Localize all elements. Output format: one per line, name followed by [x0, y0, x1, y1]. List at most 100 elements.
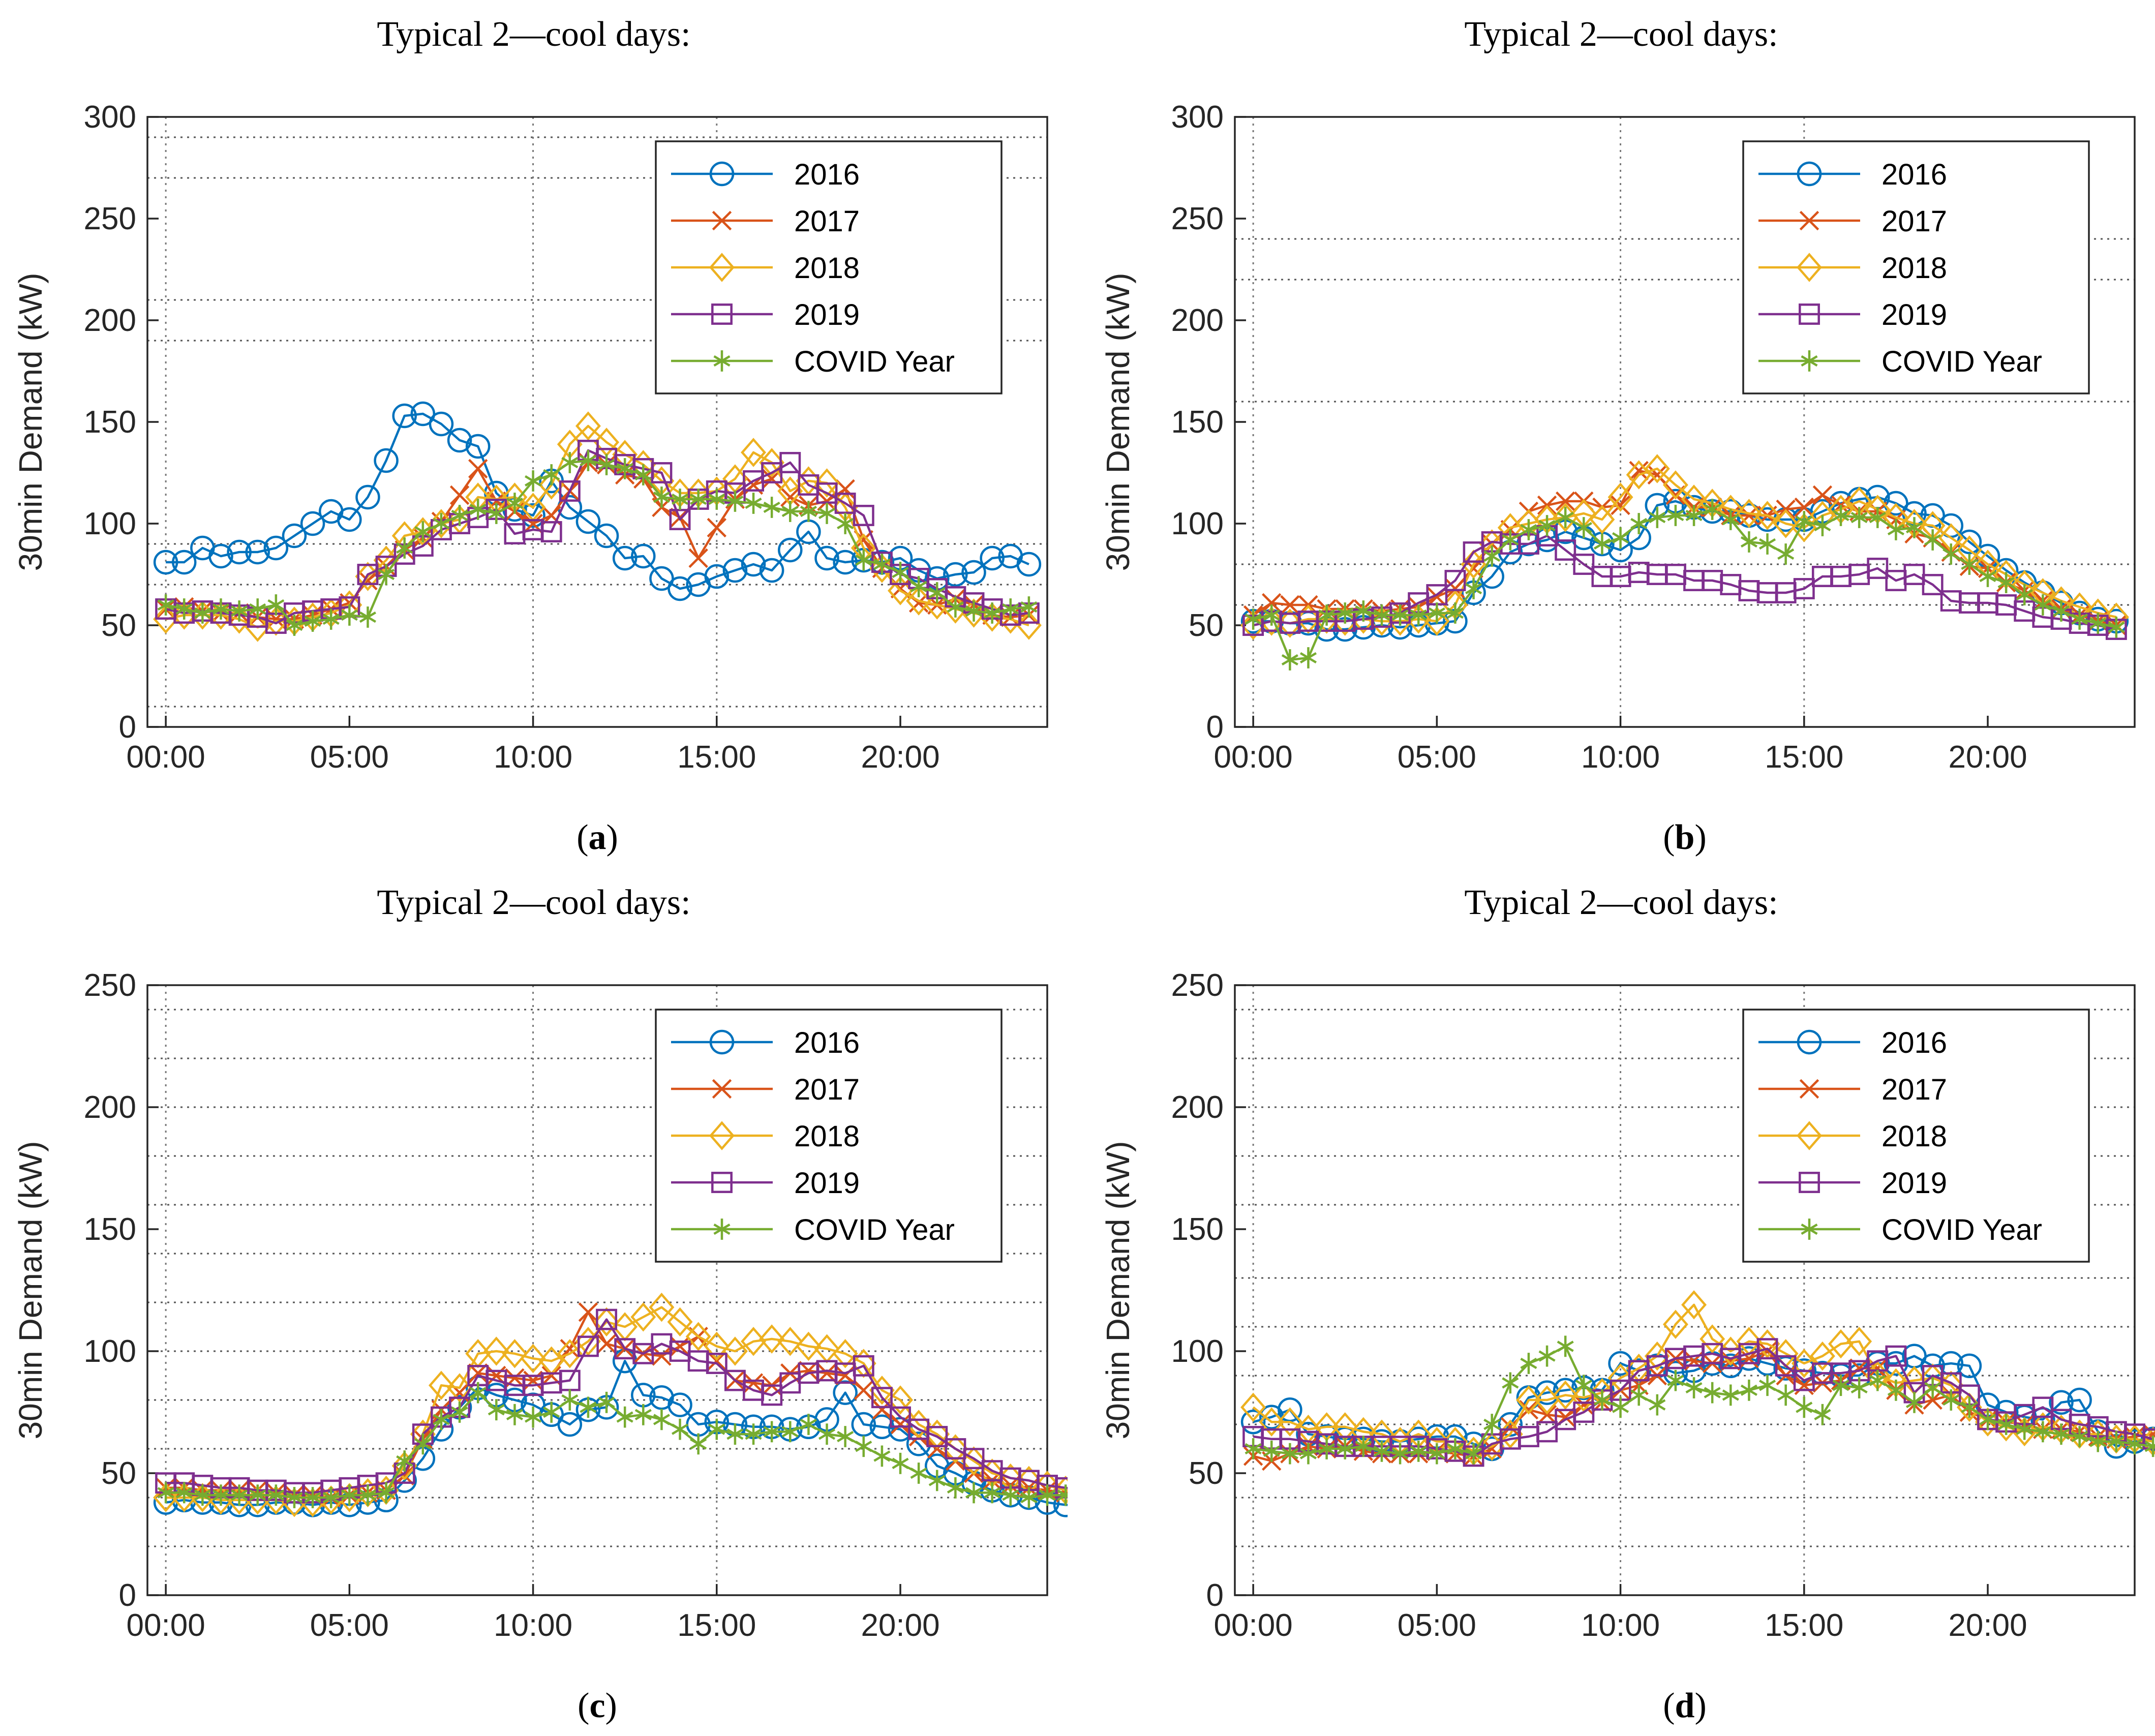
panel-d: Typical 2—cool days: 0 50 100 150 200 250 00:00… — [1087, 868, 2155, 1736]
y-tick-label: 50 — [101, 608, 136, 643]
data-point — [929, 1470, 945, 1491]
y-tick-label: 100 — [1171, 506, 1224, 541]
panel-letter: b — [1675, 818, 1695, 857]
data-point — [764, 497, 780, 518]
legend-label: 2019 — [794, 1167, 860, 1200]
legend-label: 2019 — [794, 298, 860, 331]
legend-label: COVID Year — [794, 1213, 955, 1246]
legend-label: 2016 — [1881, 158, 1947, 191]
x-tick-label: 15:00 — [677, 1608, 756, 1643]
y-tick-label: 200 — [84, 303, 136, 338]
data-point — [654, 1409, 670, 1430]
panel-label: (b) — [1663, 818, 1707, 857]
data-point — [672, 1419, 688, 1440]
x-tick-label: 05:00 — [1398, 1608, 1476, 1643]
data-point — [450, 486, 468, 504]
x-tick-label: 00:00 — [127, 1608, 205, 1643]
data-point — [489, 1399, 504, 1420]
series-2019 — [1243, 526, 2126, 638]
legend: 2016 2017 2018 2019 COVID Year — [1743, 1010, 2089, 1262]
x-tick-label: 05:00 — [310, 1608, 389, 1643]
legend-label: 2019 — [1881, 298, 1947, 331]
data-point — [948, 1477, 963, 1499]
data-point — [579, 1303, 597, 1321]
data-point — [470, 499, 486, 520]
chart-c: Typical 2—cool days:05010015020025000:00… — [0, 868, 1068, 1736]
y-axis-label: 30min Demand (kW) — [12, 1141, 49, 1440]
data-point — [1759, 1375, 1775, 1396]
legend-label: 2017 — [1881, 205, 1947, 238]
y-tick-label: 50 — [101, 1456, 136, 1491]
x-tick-label: 15:00 — [1765, 740, 1843, 775]
legend: 2016 2017 2018 2019 COVID Year — [1743, 141, 2089, 393]
series-2019 — [1243, 1339, 2155, 1466]
data-point — [1539, 1346, 1555, 1367]
y-tick-label: 200 — [1171, 1090, 1224, 1125]
y-tick-label: 50 — [1189, 1456, 1224, 1491]
legend-label: COVID Year — [1881, 345, 2042, 378]
chart-b: Typical 2—cool days:05010015020025030000… — [1087, 0, 2155, 868]
x-tick-label: 20:00 — [1948, 740, 2027, 775]
x-tick-label: 05:00 — [310, 740, 389, 775]
series-2018 — [1242, 1292, 2155, 1465]
x-tick-label: 00:00 — [127, 740, 205, 775]
panel-a: Typical 2—cool days: 0 50 100 150 200 250 300 00… — [0, 0, 1068, 868]
legend-label: 2017 — [794, 205, 860, 238]
panel-letter: a — [589, 818, 606, 857]
series-2019 — [156, 441, 1038, 632]
x-tick-label: 10:00 — [1581, 1608, 1660, 1643]
data-point — [856, 1436, 871, 1457]
y-tick-label: 150 — [84, 405, 136, 440]
panel-b: Typical 2—cool days: 0 50 100 150 200 250 300 00… — [1087, 0, 2155, 868]
data-point — [1741, 1380, 1757, 1401]
y-tick-label: 300 — [1171, 100, 1224, 135]
x-tick-label: 10:00 — [494, 740, 572, 775]
chart-d: Typical 2—cool days:05010015020025000:00… — [1087, 868, 2155, 1736]
x-tick-label: 00:00 — [1214, 740, 1293, 775]
panel-c: Typical 2—cool days: 0 50 100 150 200 250 00:00… — [0, 868, 1068, 1736]
legend-label: 2016 — [794, 158, 860, 191]
chart-a: Typical 2—cool days:05010015020025030000… — [0, 0, 1068, 868]
y-axis-label: 30min Demand (kW) — [12, 273, 49, 571]
data-point — [1796, 1397, 1812, 1418]
x-tick-label: 15:00 — [677, 740, 756, 775]
legend-label: 2016 — [1881, 1026, 1947, 1059]
y-tick-label: 250 — [84, 201, 136, 236]
x-tick-label: 20:00 — [861, 1608, 939, 1643]
figure: Typical 2—cool days: 0 50 100 150 200 250 300 00… — [0, 0, 2155, 1736]
y-tick-label: 150 — [1171, 1212, 1224, 1247]
legend-label: COVID Year — [1881, 1213, 2042, 1246]
data-point — [1778, 1385, 1794, 1406]
y-tick-label: 300 — [84, 100, 136, 135]
y-tick-label: 100 — [84, 1334, 136, 1369]
x-tick-label: 00:00 — [1214, 1608, 1293, 1643]
legend: 2016 2017 2018 2019 COVID Year — [656, 141, 1001, 393]
x-tick-label: 20:00 — [1948, 1608, 2027, 1643]
y-tick-label: 100 — [84, 506, 136, 541]
data-point — [597, 1335, 615, 1353]
y-tick-label: 150 — [84, 1212, 136, 1247]
data-point — [837, 513, 853, 534]
data-point — [1594, 533, 1610, 555]
legend-label: 2017 — [1881, 1073, 1947, 1106]
x-tick-label: 20:00 — [861, 740, 939, 775]
chart-title: Typical 2—cool days: — [1464, 15, 1778, 54]
x-tick-label: 05:00 — [1398, 740, 1476, 775]
y-axis-label: 30min Demand (kW) — [1100, 1141, 1136, 1440]
chart-title: Typical 2—cool days: — [377, 15, 690, 54]
data-point — [911, 1463, 927, 1484]
panel-label: (a) — [576, 818, 618, 857]
data-point — [1980, 566, 1996, 587]
legend-label: COVID Year — [794, 345, 955, 378]
legend-label: 2019 — [1881, 1167, 1947, 1200]
legend-label: 2018 — [794, 252, 860, 285]
panel-letter: c — [589, 1686, 605, 1725]
y-tick-label: 250 — [1171, 968, 1224, 1003]
legend-label: 2017 — [794, 1073, 860, 1106]
legend-label: 2016 — [794, 1026, 860, 1059]
y-tick-label: 150 — [1171, 405, 1224, 440]
y-tick-label: 200 — [1171, 303, 1224, 338]
legend-label: 2018 — [1881, 252, 1947, 285]
y-tick-label: 50 — [1189, 608, 1224, 643]
panel-label: (d) — [1663, 1686, 1707, 1725]
